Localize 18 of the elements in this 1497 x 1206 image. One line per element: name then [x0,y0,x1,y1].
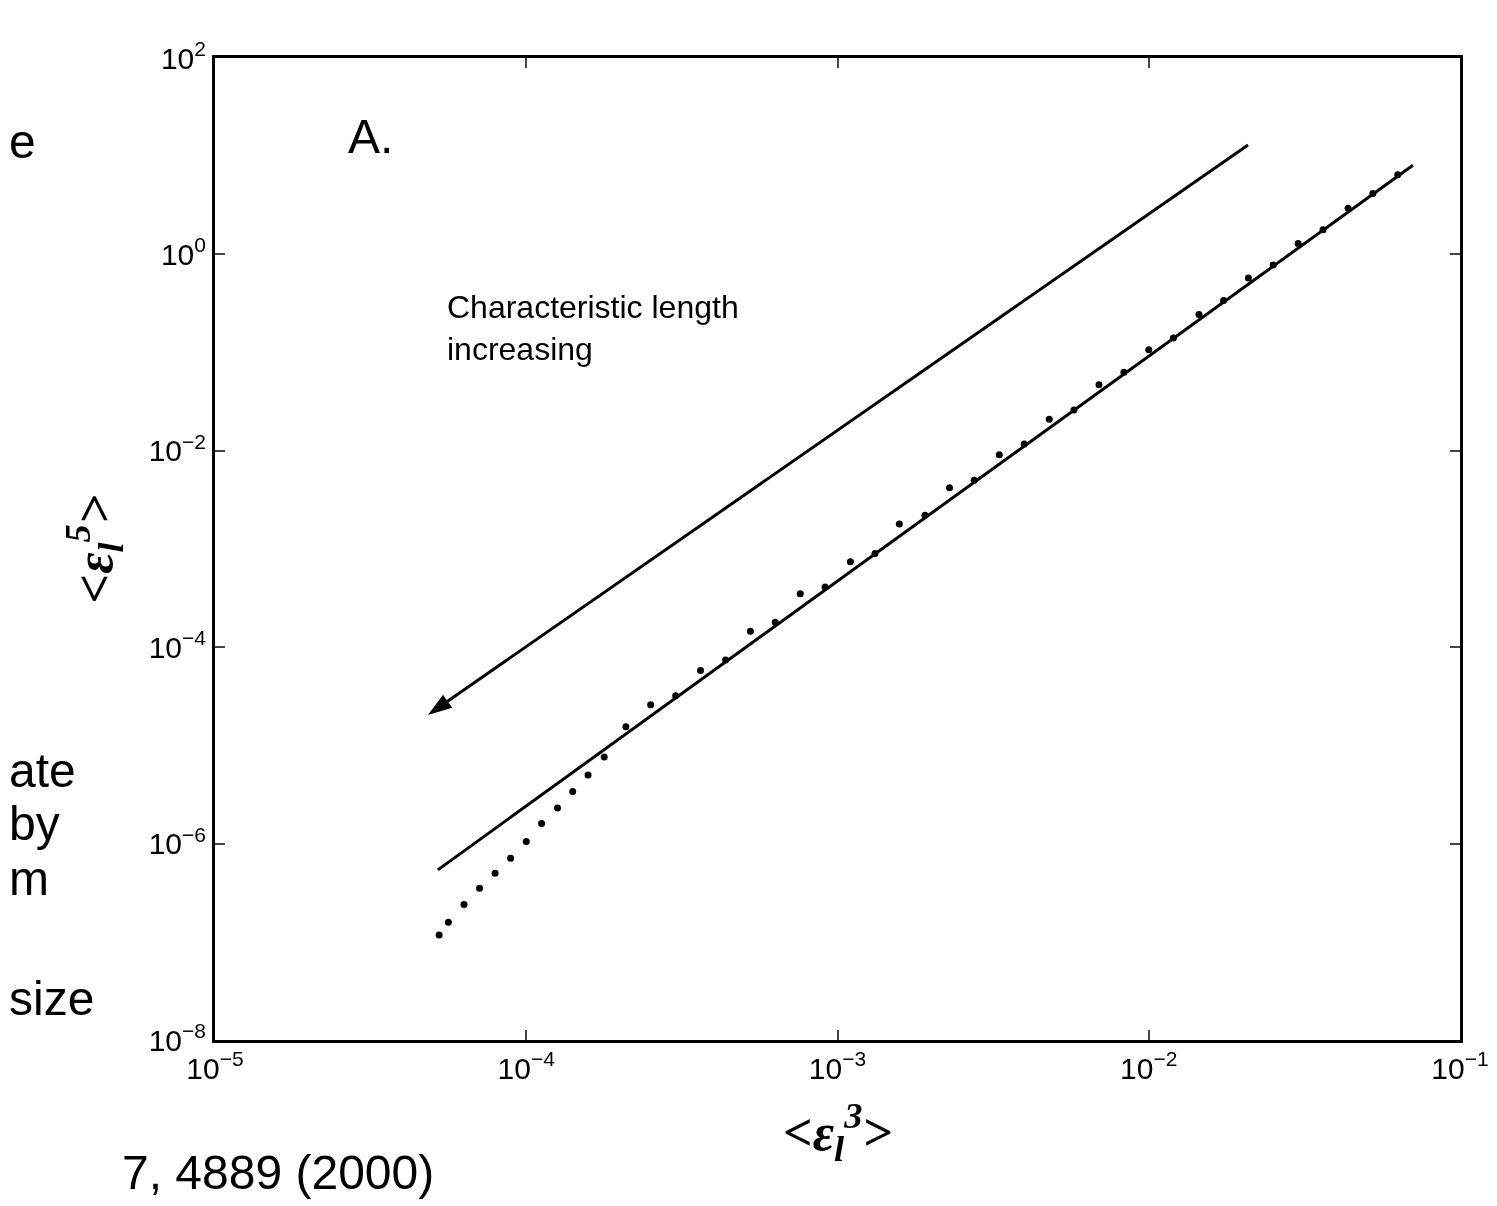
annotation: Characteristic length increasing [447,289,739,367]
text: m [9,852,49,905]
y-tick-label: 10$^{2}$ [160,36,206,75]
y-tick-label: 10$^{−6}$ [148,822,206,861]
x-tick-label: 10$^{−1}$ [1431,1047,1489,1085]
y-tick-label: 10$^{−4}$ [148,626,207,664]
annotation: A. [348,110,394,163]
text: by [9,797,60,850]
x-tick-label: 10$^{−4}$ [497,1047,556,1085]
x-tick-label: 10$^{−2}$ [1120,1047,1178,1085]
y-tick-label: 10$^{0}$ [160,233,206,271]
x-tick-label: 10$^{−3}$ [808,1047,867,1085]
text: ate [9,744,76,797]
text: 7, 4889 (2000) [122,1146,435,1199]
text: size [9,972,95,1025]
y-tick-label: 10$^{−2}$ [148,429,206,468]
text: e [9,115,36,168]
x-axis-title: <ε$_{l}$$^{3}$> [783,1096,892,1169]
